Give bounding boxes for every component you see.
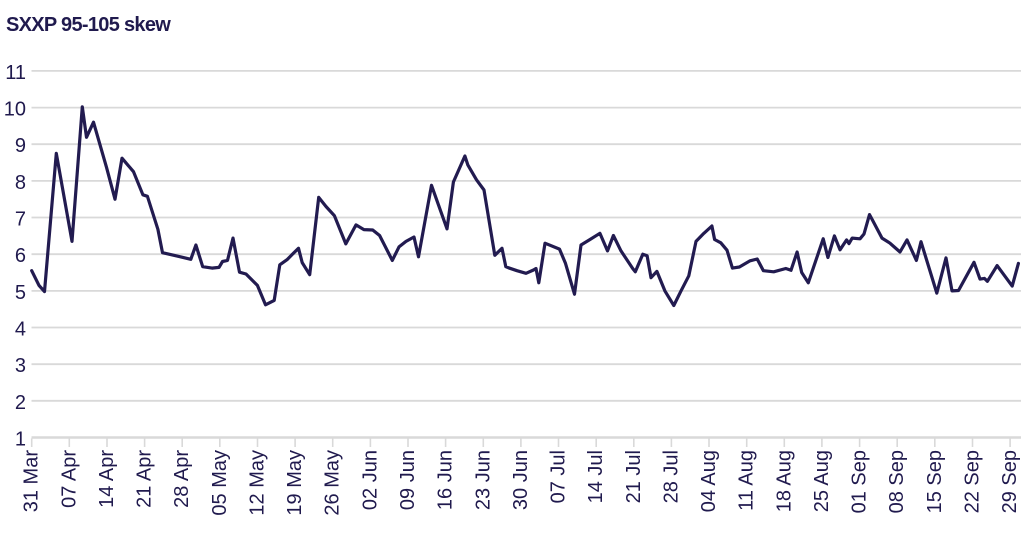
svg-text:9: 9 [15,135,26,157]
svg-text:28 Apr: 28 Apr [171,450,193,508]
svg-text:29 Sep: 29 Sep [999,450,1021,513]
svg-text:18 Aug: 18 Aug [773,450,795,512]
svg-text:19 May: 19 May [284,450,306,516]
svg-text:11: 11 [5,62,26,84]
svg-text:14 Apr: 14 Apr [96,450,118,508]
svg-text:12 May: 12 May [247,450,269,516]
svg-text:4: 4 [15,319,26,341]
svg-text:01 Sep: 01 Sep [849,450,871,513]
svg-text:21 Apr: 21 Apr [134,450,156,508]
svg-text:07 Jul: 07 Jul [548,450,570,503]
svg-text:02 Jun: 02 Jun [359,450,381,510]
svg-text:21 Jul: 21 Jul [623,450,645,503]
svg-text:2: 2 [15,392,26,414]
svg-text:08 Sep: 08 Sep [886,450,908,513]
svg-text:14 Jul: 14 Jul [585,450,607,503]
svg-text:8: 8 [15,172,26,194]
svg-text:28 Jul: 28 Jul [660,450,682,503]
svg-text:3: 3 [15,355,26,377]
svg-text:10: 10 [4,99,26,121]
svg-text:05 May: 05 May [209,450,231,516]
svg-text:26 May: 26 May [322,450,344,516]
svg-text:31 Mar: 31 Mar [21,450,43,513]
svg-text:04 Aug: 04 Aug [698,450,720,512]
svg-text:11 Aug: 11 Aug [736,450,758,511]
svg-text:23 Jun: 23 Jun [472,450,494,510]
svg-text:SXXP 95-105 skew: SXXP 95-105 skew [6,14,171,36]
svg-text:07 Apr: 07 Apr [58,450,80,508]
svg-text:16 Jun: 16 Jun [435,450,457,510]
svg-text:30 Jun: 30 Jun [510,450,532,510]
svg-text:09 Jun: 09 Jun [397,450,419,510]
svg-text:25 Aug: 25 Aug [811,450,833,512]
svg-text:7: 7 [15,209,26,231]
svg-text:1: 1 [15,429,26,451]
svg-text:15 Sep: 15 Sep [924,450,946,513]
svg-text:6: 6 [15,245,26,267]
svg-text:22 Sep: 22 Sep [962,450,984,513]
svg-text:5: 5 [15,282,26,304]
